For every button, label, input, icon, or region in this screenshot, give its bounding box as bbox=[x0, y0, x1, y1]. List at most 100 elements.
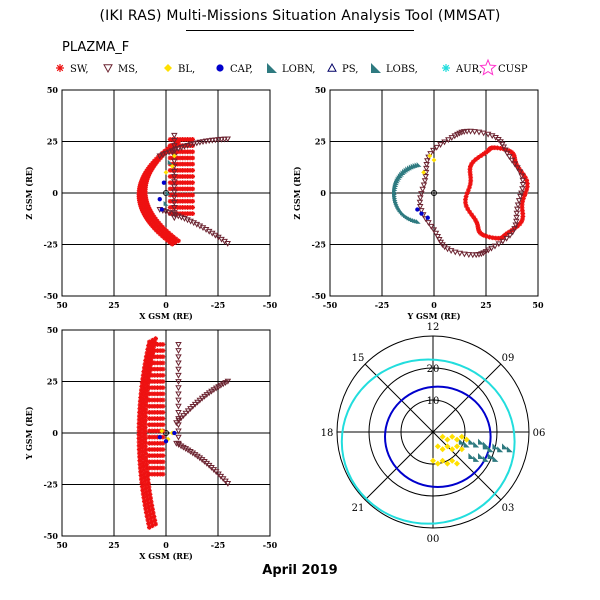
polar-bl-point bbox=[430, 457, 436, 464]
xy-ms-point bbox=[184, 447, 192, 454]
yz-ytick: 50 bbox=[315, 85, 327, 95]
polar-spoke bbox=[432, 431, 502, 501]
yz-lobn-point bbox=[415, 218, 421, 224]
xy-sw-point bbox=[160, 360, 166, 366]
xz-sw-point bbox=[185, 167, 191, 173]
polar-bl-point bbox=[449, 446, 456, 453]
xy-sw-point bbox=[142, 421, 148, 427]
polar-bl-point bbox=[444, 460, 451, 467]
xy-ms-point bbox=[175, 385, 182, 392]
xz-sw-point bbox=[139, 206, 144, 211]
xz-xtick: -50 bbox=[263, 300, 278, 310]
xy-sw-point bbox=[146, 521, 151, 527]
xy-sw-point bbox=[152, 354, 158, 360]
yz-lobn-point bbox=[395, 176, 401, 182]
xz-sw-point bbox=[185, 192, 191, 198]
xz-sw-point bbox=[147, 206, 152, 212]
xy-sw-point bbox=[157, 379, 163, 384]
yz-cap-point bbox=[425, 215, 430, 220]
xy-sw-point bbox=[152, 440, 158, 446]
yz-ms-point bbox=[519, 177, 526, 184]
xy-sw-point bbox=[139, 380, 145, 386]
legend-label-aur: AUR, bbox=[455, 64, 482, 75]
xz-sw-point bbox=[170, 234, 176, 240]
xy-sw-point bbox=[152, 366, 158, 372]
yz-ms-point bbox=[519, 186, 526, 193]
yz-sw-point bbox=[516, 166, 522, 172]
xy-ms-point bbox=[198, 395, 206, 402]
xy-sw-point bbox=[143, 451, 149, 456]
xy-sw-point bbox=[146, 428, 152, 434]
yz-ms-point bbox=[423, 161, 430, 168]
xy-sw-point bbox=[146, 403, 152, 409]
xz-sw-point bbox=[190, 167, 196, 173]
xy-ytick: 50 bbox=[47, 325, 59, 335]
yz-ms-point bbox=[427, 223, 435, 230]
xy-sw-point bbox=[144, 391, 150, 397]
xy-sw-point bbox=[155, 403, 160, 409]
xz-sw-point bbox=[168, 232, 174, 238]
xz-sw-point bbox=[180, 149, 186, 155]
xy-sw-point bbox=[155, 379, 160, 384]
polar-hour-label: 15 bbox=[352, 353, 365, 364]
xy-sw-point bbox=[149, 360, 155, 366]
polar-bl-point bbox=[463, 436, 470, 443]
xz-sw-point bbox=[158, 222, 163, 228]
xz-ms-point bbox=[224, 136, 231, 143]
yz-ms-point bbox=[518, 173, 525, 180]
xy-sw-point bbox=[152, 342, 158, 347]
xy-sw-point bbox=[157, 447, 163, 452]
page-title: (IKI RAS) Multi-Missions Situation Analy… bbox=[99, 8, 501, 24]
xy-sw-point bbox=[160, 471, 166, 477]
xy-sw-point bbox=[146, 385, 152, 391]
xy-sw-point bbox=[143, 458, 149, 464]
xz-sw-point bbox=[157, 231, 163, 237]
xy-sw-point bbox=[157, 410, 163, 415]
yz-sw-point bbox=[467, 172, 473, 178]
xy-sw-point bbox=[138, 473, 144, 478]
xz-sw-point bbox=[143, 206, 148, 212]
xy-sw-point bbox=[155, 453, 160, 459]
yz-xlabel: Y GSM (RE) bbox=[406, 311, 460, 321]
xy-ms-point bbox=[175, 416, 182, 423]
xy-sw-point bbox=[143, 358, 149, 363]
yz-ms-point bbox=[516, 169, 524, 176]
yz-ms-point bbox=[513, 206, 521, 213]
xz-sw-point bbox=[167, 167, 173, 173]
xy-sw-point bbox=[146, 377, 151, 382]
xy-ms-point bbox=[222, 380, 229, 386]
xy-sw-point bbox=[160, 372, 166, 378]
yz-ms-point bbox=[511, 161, 519, 168]
yz-sw-point bbox=[476, 155, 481, 160]
yz-ms-point bbox=[492, 134, 499, 141]
xy-sw-point bbox=[141, 393, 147, 399]
xy-ytick: 0 bbox=[52, 428, 58, 438]
yz-ms-point bbox=[416, 199, 424, 206]
xz-sw-point bbox=[169, 241, 175, 247]
xy-sw-point bbox=[145, 497, 150, 503]
xy-sw-point bbox=[147, 512, 153, 517]
xz-sw-point bbox=[139, 178, 144, 184]
xy-sw-point bbox=[146, 459, 152, 465]
yz-sw-point bbox=[463, 203, 469, 209]
yz-sw-point bbox=[464, 190, 470, 196]
xz-sw-point bbox=[154, 218, 160, 224]
xz-sw-point bbox=[175, 186, 181, 192]
title-underline bbox=[186, 30, 414, 31]
xz-sw-point bbox=[182, 174, 188, 179]
xy-sw-point bbox=[141, 369, 147, 375]
xy-ms-point bbox=[215, 384, 222, 391]
xz-sw-point bbox=[175, 137, 181, 142]
xy-sw-point bbox=[146, 480, 151, 486]
yz-sw-point bbox=[483, 149, 489, 155]
xz-sw-point bbox=[170, 186, 176, 192]
xy-ms-point bbox=[217, 382, 225, 389]
xz-sw-point bbox=[177, 155, 183, 161]
yz-lobn-point bbox=[408, 164, 414, 170]
xy-sw-point bbox=[142, 425, 148, 431]
yz-sw-point bbox=[520, 199, 525, 205]
xy-ms-point bbox=[191, 401, 199, 408]
xy-sw-point bbox=[138, 469, 144, 475]
xy-ms-point bbox=[175, 409, 182, 416]
xy-sw-point bbox=[157, 416, 163, 421]
